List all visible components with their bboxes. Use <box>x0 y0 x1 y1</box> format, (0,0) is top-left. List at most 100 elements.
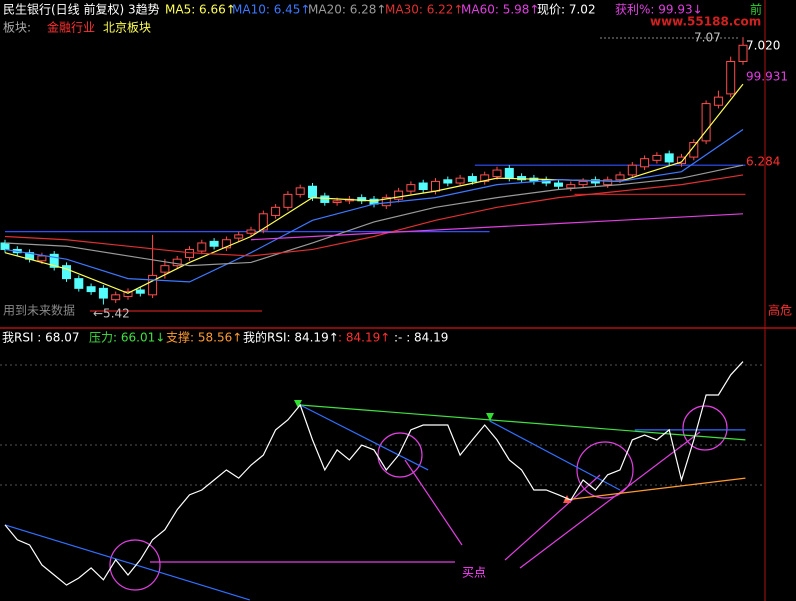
board-label: 板块: <box>3 21 31 35</box>
candle-body <box>221 239 231 249</box>
buy-circle <box>109 539 161 591</box>
candle-body <box>480 174 490 182</box>
series-line <box>4 164 744 267</box>
candle-body <box>467 176 477 182</box>
legend-entry: MA30: 6.22↑ <box>385 3 463 17</box>
price-label: 7.07 <box>694 31 721 45</box>
legend-entry: MA5: 6.66↑ <box>165 3 236 17</box>
candle-body <box>283 193 293 208</box>
candle-body <box>123 291 133 297</box>
candle-body <box>492 169 502 178</box>
candle-body <box>295 187 305 195</box>
series-line <box>4 361 744 586</box>
candle-body <box>418 182 428 190</box>
candle-body <box>111 294 121 301</box>
candle-body <box>271 206 281 216</box>
candle-body <box>332 200 342 203</box>
candle-body <box>738 44 748 62</box>
legend-entry: MA10: 6.45↑ <box>232 3 310 17</box>
candle-body <box>98 287 108 299</box>
candle-body <box>443 179 453 184</box>
price-label: ←5.42 <box>93 307 130 321</box>
candle-body <box>554 182 563 187</box>
candle-body <box>135 289 145 294</box>
legend-entry: 支撑: 58.56↑ <box>166 330 242 345</box>
candle-body <box>320 195 330 203</box>
candle-body <box>74 278 84 289</box>
candle-body <box>0 242 10 250</box>
trend-line <box>564 477 746 501</box>
buy-arrow <box>519 431 701 569</box>
legend-entry: 我RSI : 68.07 <box>2 331 80 345</box>
series-line <box>4 174 744 257</box>
candle-body <box>652 154 662 161</box>
trend-line <box>299 404 429 471</box>
candle-body <box>406 184 416 192</box>
candle-body <box>160 265 170 273</box>
board: 金融行业 <box>47 20 95 35</box>
future-note: 用到未来数据 <box>3 303 75 318</box>
price-label: 99.931 <box>746 70 788 84</box>
candle-body <box>640 158 650 168</box>
candle-body <box>62 265 71 280</box>
candle-body <box>185 248 194 259</box>
price-label: 7.020 <box>746 39 780 53</box>
candle-body <box>431 180 440 192</box>
trend-line <box>489 420 621 491</box>
risk: 高危 <box>768 303 792 318</box>
buy-markers <box>109 405 728 591</box>
legend-entry: 我的RSI: 84.19↑ <box>243 330 339 345</box>
peak-marker <box>294 400 302 408</box>
candle-body <box>258 213 268 231</box>
series-line <box>4 129 744 283</box>
buy-circle <box>682 405 728 451</box>
peak-marker <box>486 413 494 421</box>
candle-body <box>627 164 637 176</box>
candle-body <box>664 153 674 163</box>
legend-entry: 压力: 66.01↓ <box>89 331 165 345</box>
profit: 获利%: 99.93↓ <box>615 3 703 17</box>
buy-point: 买点 <box>462 566 486 580</box>
candle-body <box>689 142 699 158</box>
candle-body <box>566 184 576 189</box>
watermark: www.55188.com <box>650 15 761 29</box>
candle-body <box>49 253 59 268</box>
candle-body <box>308 185 317 199</box>
candle-body <box>86 286 96 293</box>
legend-entry: :- : 84.19 <box>394 331 448 345</box>
candle-body <box>603 179 613 186</box>
candle-body <box>455 177 465 184</box>
trend-line <box>300 404 746 441</box>
candle-body <box>234 234 244 239</box>
candle-body <box>713 96 723 106</box>
series-line <box>250 213 744 241</box>
price: 现价: 7.02 <box>537 3 596 17</box>
candle-body <box>578 180 588 186</box>
price-label: 6.284 <box>746 155 780 169</box>
legend-entry: : 84.19↑ <box>338 331 390 345</box>
legend-entry: MA60: 5.98↑ <box>461 3 539 17</box>
candle-body <box>394 190 404 200</box>
candle-body <box>357 197 367 202</box>
buy-circle <box>377 432 423 478</box>
corner: 前 <box>750 2 762 17</box>
candle-body <box>504 167 514 179</box>
candle-body <box>677 156 686 165</box>
candle-body <box>701 103 711 142</box>
candle-body <box>37 255 47 262</box>
title: 民生银行(日线 前复权) 3趋势 <box>3 2 160 17</box>
candle-body <box>172 258 182 267</box>
buy-circle <box>576 441 634 499</box>
trend-line <box>4 524 250 601</box>
candle-body <box>726 60 736 95</box>
legend-entry: MA20: 6.28↑ <box>308 3 386 17</box>
candle-body <box>381 197 391 207</box>
board: 北京板块 <box>103 21 151 35</box>
candle-body <box>615 174 625 181</box>
candle-body <box>148 274 158 296</box>
buy-arrow <box>404 459 463 546</box>
buy-arrow <box>504 474 601 561</box>
candle-body <box>197 242 207 252</box>
